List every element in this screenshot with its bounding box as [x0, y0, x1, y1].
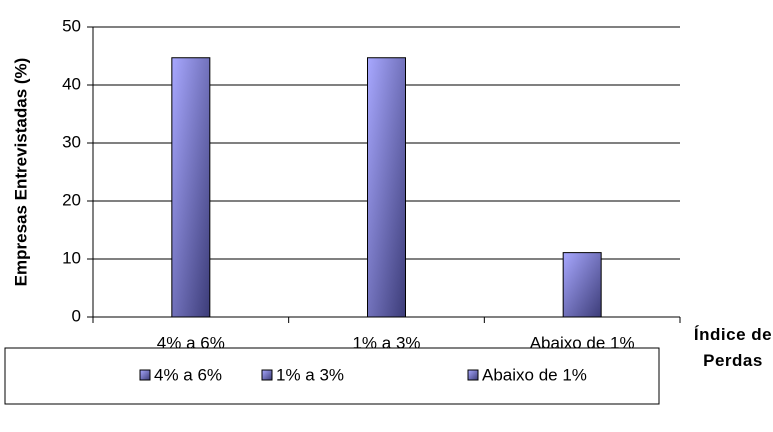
- legend-label: 1% a 3%: [276, 365, 344, 384]
- bar: [171, 57, 211, 318]
- x-tick-label: 1% a 3%: [352, 333, 420, 352]
- bar: [367, 57, 406, 318]
- legend-label: 4% a 6%: [154, 365, 222, 384]
- legend-swatch: [139, 369, 151, 381]
- x-tick-label: Abaixo de 1%: [530, 333, 635, 352]
- legend-box: [4, 347, 660, 405]
- y-axis-label: Empresas Entrevistadas (%): [11, 58, 30, 287]
- x-axis-label: Índice de Perdas: [693, 325, 773, 370]
- legend-label: Abaixo de 1%: [482, 365, 587, 384]
- y-tick-label: 50: [62, 16, 81, 35]
- y-tick-label: 40: [62, 74, 81, 93]
- x-tick-label: 4% a 6%: [157, 333, 225, 352]
- bar: [562, 252, 602, 318]
- legend-swatch: [467, 369, 479, 381]
- y-tick-label: 0: [72, 306, 81, 325]
- y-tick-label: 10: [62, 248, 81, 267]
- legend-swatch: [261, 369, 273, 381]
- y-tick-label: 30: [62, 132, 81, 151]
- y-tick-label: 20: [62, 190, 81, 209]
